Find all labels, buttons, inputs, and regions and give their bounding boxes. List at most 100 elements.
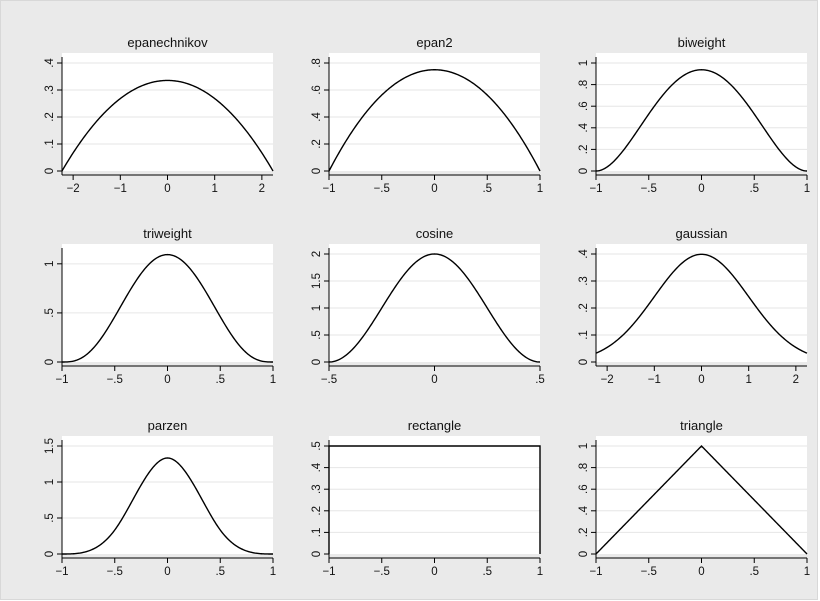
x-tick-label: 1 bbox=[804, 183, 810, 195]
y-tick-label: .5 bbox=[311, 330, 323, 340]
x-tick-label: 0 bbox=[431, 566, 437, 578]
plot-area bbox=[596, 436, 807, 554]
y-tick-label: .4 bbox=[311, 462, 323, 472]
x-tick-label: −.5 bbox=[374, 183, 390, 195]
x-tick-label: 0 bbox=[431, 183, 437, 195]
x-tick-label: 1 bbox=[211, 183, 217, 195]
y-tick-label: .1 bbox=[44, 139, 56, 149]
y-tick-label: 1 bbox=[44, 261, 56, 267]
density-curve bbox=[328, 445, 541, 554]
x-tick-label: −.5 bbox=[641, 566, 657, 578]
density-curve bbox=[595, 445, 808, 555]
y-tick-label: .3 bbox=[311, 484, 323, 494]
y-tick-label: .5 bbox=[44, 513, 56, 523]
y-tick-label: .4 bbox=[578, 505, 590, 515]
x-tick-label: 1 bbox=[804, 566, 810, 578]
x-tick-label: −.5 bbox=[107, 374, 123, 386]
y-tick-label: 1.5 bbox=[44, 438, 56, 454]
x-tick-label: .5 bbox=[482, 566, 492, 578]
y-tick-label: 0 bbox=[44, 551, 56, 557]
density-curve bbox=[595, 253, 808, 354]
x-tick-label: 0 bbox=[698, 374, 704, 386]
x-tick-label: .5 bbox=[482, 183, 492, 195]
panel-rectangle: 0 .1 .2 .3 .4 .5 −1 −.5 0 .5 1 rectangle bbox=[311, 418, 543, 578]
y-tick-label: .4 bbox=[311, 112, 323, 122]
density-curve bbox=[328, 253, 541, 363]
plot-area bbox=[596, 53, 807, 171]
y-tick-label: .3 bbox=[578, 276, 590, 286]
panel-triangle: 0 .2 .4 .6 .8 1 −1 −.5 0 .5 1 triangle bbox=[578, 418, 810, 578]
y-tick-label: .4 bbox=[578, 249, 590, 259]
density-curve bbox=[328, 69, 541, 172]
y-tick-label: 1 bbox=[578, 443, 590, 449]
density-curve bbox=[61, 79, 274, 172]
x-tick-label: 1 bbox=[745, 374, 751, 386]
y-tick-label: .2 bbox=[311, 506, 323, 516]
density-curve bbox=[595, 69, 808, 172]
x-tick-label: −1 bbox=[322, 566, 335, 578]
x-tick-label: .5 bbox=[535, 374, 545, 386]
plot-area bbox=[329, 53, 540, 171]
panel-title: gaussian bbox=[675, 226, 727, 241]
x-tick-label: −1 bbox=[322, 183, 335, 195]
x-tick-label: 1 bbox=[270, 374, 276, 386]
panel-title: cosine bbox=[416, 226, 454, 241]
x-tick-label: 0 bbox=[698, 183, 704, 195]
y-tick-label: .3 bbox=[44, 85, 56, 95]
panel-cosine: 0 .5 1 1.5 2 −.5 0 .5 cosine bbox=[311, 226, 545, 386]
x-tick-label: −.5 bbox=[374, 566, 390, 578]
plot-area bbox=[62, 53, 273, 171]
x-tick-label: −1 bbox=[55, 374, 68, 386]
panel-biweight: 0 .2 .4 .6 .8 1 −1 −.5 0 .5 1 biweight bbox=[578, 35, 810, 195]
y-tick-label: .2 bbox=[578, 528, 590, 538]
y-tick-label: .2 bbox=[578, 303, 590, 313]
y-tick-label: 0 bbox=[311, 551, 323, 557]
x-tick-label: .5 bbox=[749, 566, 759, 578]
panel-triweight: 0 .5 1 −1 −.5 0 .5 1 triweight bbox=[44, 226, 276, 386]
x-tick-label: −.5 bbox=[107, 566, 123, 578]
y-tick-label: .8 bbox=[578, 463, 590, 473]
panel-title: triweight bbox=[143, 226, 192, 241]
x-tick-label: 0 bbox=[431, 374, 437, 386]
x-tick-label: −.5 bbox=[641, 183, 657, 195]
y-tick-label: .4 bbox=[578, 122, 590, 132]
x-tick-label: 0 bbox=[164, 183, 170, 195]
x-tick-label: 2 bbox=[259, 183, 265, 195]
plot-area bbox=[596, 244, 807, 362]
y-tick-label: .1 bbox=[578, 330, 590, 340]
y-tick-label: 2 bbox=[311, 251, 323, 257]
panel-title: biweight bbox=[678, 35, 726, 50]
panel-epan2: 0 .2 .4 .6 .8 −1 −.5 0 .5 1 epan2 bbox=[311, 35, 543, 195]
panel-title: rectangle bbox=[408, 418, 461, 433]
y-tick-label: .8 bbox=[578, 80, 590, 90]
density-curve bbox=[62, 253, 273, 363]
x-tick-label: −2 bbox=[601, 374, 614, 386]
y-tick-label: 0 bbox=[578, 551, 590, 557]
x-tick-label: 1 bbox=[537, 183, 543, 195]
y-tick-label: .6 bbox=[578, 484, 590, 494]
y-tick-label: 1.5 bbox=[311, 273, 323, 289]
plot-area bbox=[62, 244, 273, 362]
y-tick-label: .2 bbox=[578, 145, 590, 155]
y-tick-label: .4 bbox=[44, 58, 56, 68]
y-tick-label: 0 bbox=[578, 359, 590, 365]
y-tick-label: .1 bbox=[311, 528, 323, 538]
y-tick-label: .6 bbox=[311, 85, 323, 95]
plot-area bbox=[329, 436, 540, 554]
x-tick-label: .5 bbox=[749, 183, 759, 195]
x-tick-label: 0 bbox=[698, 566, 704, 578]
x-tick-label: −1 bbox=[114, 183, 127, 195]
y-tick-label: 1 bbox=[44, 479, 56, 485]
x-tick-label: −1 bbox=[648, 374, 661, 386]
y-tick-label: .2 bbox=[44, 112, 56, 122]
y-tick-label: 0 bbox=[44, 359, 56, 365]
panel-title: epan2 bbox=[416, 35, 452, 50]
y-tick-label: .6 bbox=[578, 101, 590, 111]
x-tick-label: 2 bbox=[793, 374, 799, 386]
panel-epanechnikov: 0 .1 .2 .3 .4 −2 −1 0 1 2 epanechnikov bbox=[44, 35, 274, 195]
y-tick-label: .8 bbox=[311, 58, 323, 68]
x-tick-label: 1 bbox=[270, 566, 276, 578]
y-tick-label: 0 bbox=[311, 168, 323, 174]
